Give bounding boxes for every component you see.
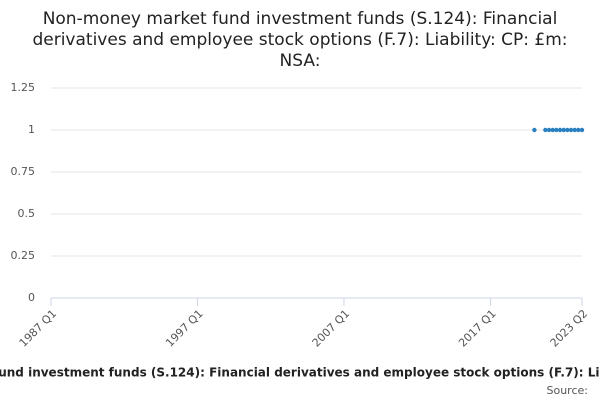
- x-tick-label: 2017 Q1: [456, 307, 499, 350]
- point: [565, 127, 570, 133]
- point: [576, 127, 581, 133]
- x-tick-label: 2007 Q1: [310, 307, 353, 350]
- x-tick-label: 1997 Q1: [163, 307, 206, 350]
- point: [550, 127, 555, 133]
- point: [554, 127, 559, 133]
- y-tick-label: 1: [28, 123, 35, 136]
- source: Source:: [547, 384, 589, 397]
- x-tick-label: 2023 Q2: [548, 307, 591, 350]
- point: [572, 127, 577, 133]
- y-tick-label: 0: [28, 291, 35, 304]
- point: [543, 127, 548, 133]
- point: [532, 127, 537, 133]
- y-tick-label: 1.25: [11, 81, 36, 94]
- x-tick-label: 1987 Q1: [17, 307, 60, 350]
- point: [561, 127, 566, 133]
- legend-entry: Non-money market fund investment funds (…: [0, 366, 600, 380]
- point: [568, 127, 574, 133]
- point: [546, 127, 552, 133]
- point: [579, 127, 585, 133]
- y-tick-label: 0.25: [11, 249, 36, 262]
- y-tick-label: 0.75: [11, 165, 36, 178]
- y-tick-label: 0.5: [18, 207, 36, 220]
- chart-title: Non-money market fund investment funds (…: [32, 9, 567, 71]
- point: [557, 127, 563, 133]
